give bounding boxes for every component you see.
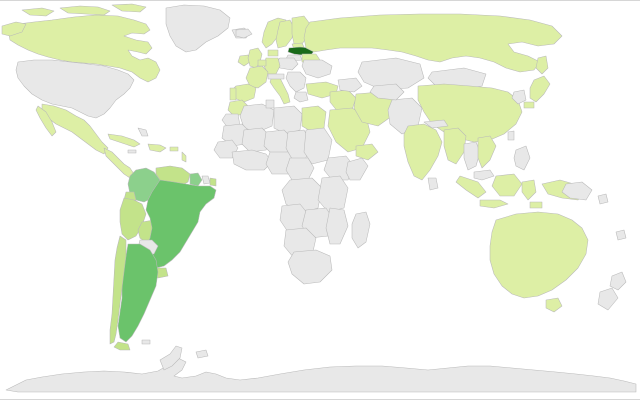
region-timor[interactable] [530,202,542,208]
region-nepal-bhutan[interactable] [424,120,448,128]
region-west-africa-coast[interactable] [232,150,272,170]
region-baja[interactable] [36,106,56,136]
region-canada-arctic-3[interactable] [22,8,54,16]
region-french-guiana[interactable] [210,178,216,186]
region-france[interactable] [246,66,268,88]
region-falklands[interactable] [142,340,150,344]
region-guyana[interactable] [190,173,202,186]
region-australia[interactable] [490,212,588,298]
region-malaysia[interactable] [474,170,494,180]
region-india[interactable] [404,124,442,180]
region-canada-arctic-2[interactable] [112,4,146,12]
region-kazakhstan[interactable] [358,58,424,90]
region-switzerland-austria[interactable] [268,74,284,79]
region-united-states[interactable] [16,60,134,118]
region-philippines[interactable] [514,146,530,170]
region-sumatra[interactable] [456,176,486,198]
region-jamaica[interactable] [128,150,136,153]
region-java[interactable] [480,200,508,208]
region-puerto-rico[interactable] [170,147,178,151]
region-balkans[interactable] [286,72,306,92]
region-papua-new-guinea[interactable] [562,182,592,200]
region-south-africa[interactable] [288,250,332,284]
region-yemen-oman[interactable] [356,144,378,160]
region-sulawesi[interactable] [522,180,536,200]
region-caucasus[interactable] [338,78,362,92]
region-denmark[interactable] [268,50,278,56]
region-canada[interactable] [8,15,160,82]
region-libya[interactable] [274,106,302,134]
region-ethiopia[interactable] [324,156,354,180]
region-pacific-islands[interactable] [598,194,608,204]
region-ukraine[interactable] [302,60,332,78]
region-sweden[interactable] [276,20,294,48]
region-sakhalin[interactable] [536,56,548,74]
region-cuba[interactable] [108,134,140,147]
region-tasmania[interactable] [546,298,562,312]
region-tierra-del-fuego[interactable] [114,342,130,350]
region-chile[interactable] [110,236,126,344]
region-netherlands-belgium[interactable] [258,60,266,66]
region-algeria[interactable] [240,104,274,132]
region-alaska[interactable] [2,22,26,36]
region-new-zealand-south[interactable] [598,288,618,310]
region-mozambique[interactable] [326,208,348,244]
region-sri-lanka[interactable] [428,178,438,190]
region-bangladesh-myanmar[interactable] [444,128,466,164]
region-south-georgia[interactable] [196,350,208,358]
region-taiwan[interactable] [508,131,514,140]
region-iceland-eu[interactable] [236,29,252,38]
region-antarctica[interactable] [6,358,636,392]
region-antarctic-peninsula[interactable] [160,346,182,370]
region-mali[interactable] [242,128,270,152]
region-suriname[interactable] [202,176,210,184]
region-brazil[interactable] [144,180,216,268]
region-bahamas[interactable] [138,128,148,136]
region-kenya-tanzania[interactable] [318,176,348,212]
region-tunisia[interactable] [266,100,274,108]
region-cameroon-car[interactable] [286,158,314,180]
region-greenland[interactable] [166,5,230,52]
region-lesser-antilles[interactable] [182,152,186,162]
region-vietnam-laos[interactable] [478,136,496,168]
region-mexico[interactable] [42,104,108,154]
region-korea[interactable] [512,90,526,104]
region-japan-south[interactable] [524,102,534,108]
region-hispaniola[interactable] [148,144,166,152]
region-italy[interactable] [270,76,290,104]
region-china[interactable] [418,84,522,142]
region-new-zealand-north[interactable] [610,272,626,290]
region-uzbek-turkmen[interactable] [370,84,404,100]
region-madagascar[interactable] [352,212,370,248]
region-canada-arctic-1[interactable] [60,6,110,15]
region-borneo[interactable] [492,174,522,196]
region-thailand[interactable] [464,142,480,170]
region-greece[interactable] [294,92,308,102]
region-fiji[interactable] [616,230,626,240]
region-ireland[interactable] [238,55,250,66]
region-portugal[interactable] [230,88,236,100]
region-russia[interactable] [304,14,562,72]
region-japan[interactable] [530,76,550,102]
